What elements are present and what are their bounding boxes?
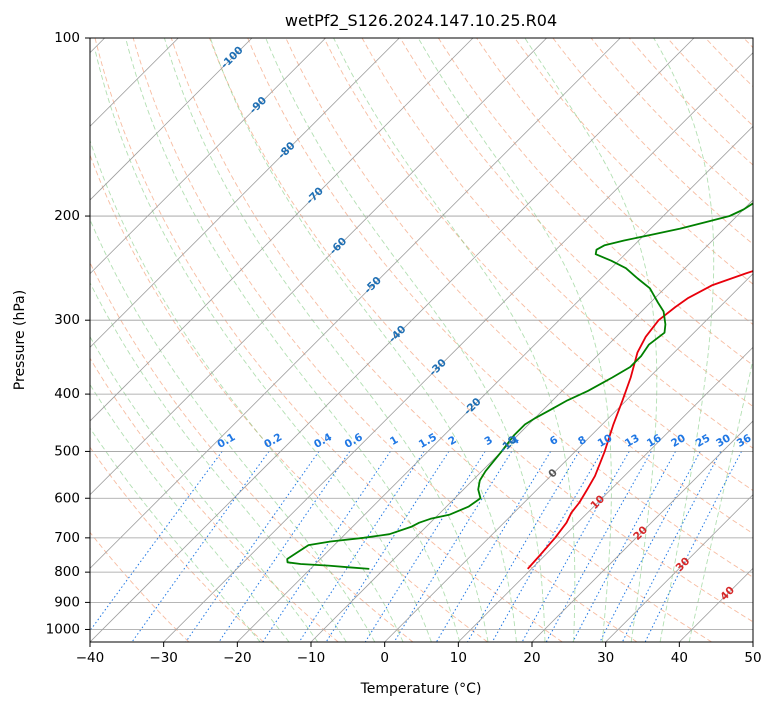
x-tick-label: −20 — [223, 650, 252, 666]
y-tick-label: 300 — [54, 312, 80, 328]
x-tick-label: 10 — [450, 650, 467, 666]
y-tick-label: 100 — [54, 30, 80, 46]
chart-title: wetPf2_S126.2024.147.10.25.R04 — [285, 11, 557, 31]
y-tick-label: 600 — [54, 490, 80, 506]
x-tick-label: −10 — [297, 650, 326, 666]
y-tick-label: 500 — [54, 443, 80, 459]
x-tick-label: −40 — [76, 650, 105, 666]
y-tick-label: 700 — [54, 530, 80, 546]
y-tick-label: 900 — [54, 594, 80, 610]
y-tick-label: 200 — [54, 208, 80, 224]
y-tick-label: 400 — [54, 386, 80, 402]
x-tick-label: 0 — [380, 650, 389, 666]
x-axis-label: Temperature (°C) — [360, 681, 482, 697]
x-tick-label: 30 — [597, 650, 614, 666]
x-tick-label: 40 — [671, 650, 688, 666]
x-tick-label: −30 — [149, 650, 178, 666]
y-tick-label: 1000 — [46, 621, 80, 637]
x-tick-label: 20 — [523, 650, 540, 666]
y-axis-label: Pressure (hPa) — [12, 290, 28, 390]
x-tick-label: 50 — [744, 650, 761, 666]
y-tick-label: 800 — [54, 564, 80, 580]
